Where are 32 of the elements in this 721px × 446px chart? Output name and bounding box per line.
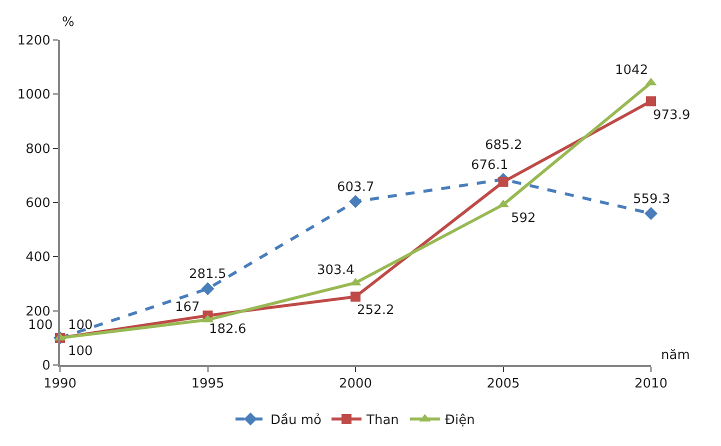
- data-label: 1042: [615, 63, 648, 78]
- x-tick-label: 1995: [191, 376, 224, 392]
- x-tick-label: 1990: [43, 376, 77, 392]
- x-tick-label: 2005: [486, 376, 520, 392]
- data-label: 685.2: [485, 138, 522, 153]
- y-tick-label: 1000: [17, 88, 50, 103]
- x-tick-label: 2010: [634, 376, 668, 392]
- y-tick-label: 800: [26, 142, 50, 157]
- x-tick-label: 2000: [338, 376, 372, 392]
- data-label: 100: [28, 318, 53, 333]
- data-label: 559.3: [633, 192, 670, 207]
- y-tick-label: 1200: [17, 34, 50, 49]
- legend-label: Than: [366, 413, 399, 428]
- data-label: 676.1: [471, 158, 508, 173]
- data-label: 167: [175, 300, 200, 315]
- data-label: 603.7: [337, 180, 374, 195]
- y-tick-label: 400: [26, 250, 50, 266]
- y-tick-label: 0: [42, 358, 50, 374]
- data-label: 100: [68, 344, 93, 359]
- legend-label: Dầu mỏ: [270, 412, 322, 428]
- legend-label: Điện: [444, 413, 475, 428]
- data-label: 281.5: [189, 267, 226, 282]
- data-label: 303.4: [317, 263, 354, 278]
- x-axis-title: năm: [661, 348, 690, 363]
- data-label: 182.6: [209, 322, 246, 337]
- data-label: 100: [68, 318, 93, 333]
- y-tick-label: 600: [26, 196, 50, 212]
- data-label: 973.9: [653, 108, 690, 123]
- y-tick-label: 200: [26, 304, 50, 320]
- data-label: 592: [511, 211, 536, 226]
- y-axis-title: %: [62, 15, 74, 30]
- data-label: 252.2: [357, 303, 394, 318]
